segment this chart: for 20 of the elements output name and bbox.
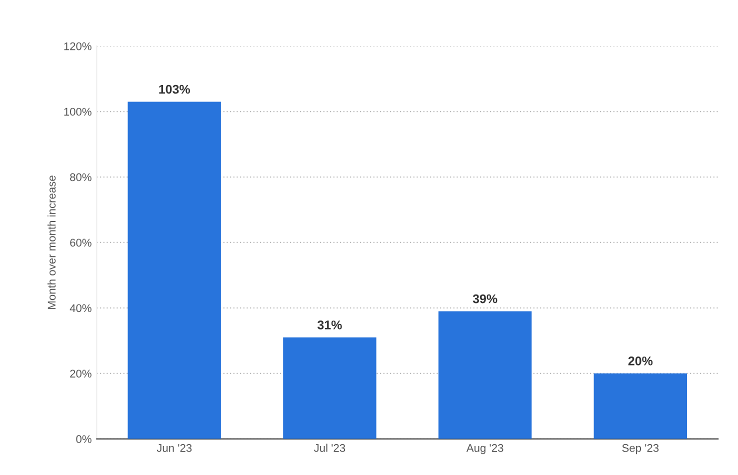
- x-tick-label: Jun '23: [156, 444, 192, 452]
- bar: [594, 373, 688, 439]
- y-tick-label: 20%: [70, 370, 92, 378]
- y-axis-title: Month over month increase: [47, 176, 56, 309]
- y-tick-label: 120%: [64, 42, 92, 50]
- y-tick-label: 100%: [64, 108, 92, 116]
- bar: [283, 337, 376, 439]
- y-tick-label: 60%: [70, 238, 92, 247]
- x-tick-label: Sep '23: [622, 444, 659, 454]
- data-label: 31%: [317, 320, 342, 330]
- data-label: 103%: [159, 84, 190, 94]
- bar: [128, 102, 221, 439]
- data-label: 39%: [472, 294, 498, 304]
- bar: [438, 311, 532, 439]
- y-tick-label: 0%: [76, 435, 92, 444]
- data-label: 20%: [628, 356, 653, 366]
- y-tick-label: 80%: [70, 173, 92, 182]
- y-tick-label: 40%: [70, 304, 92, 312]
- x-tick-label: Jul '23: [314, 444, 346, 452]
- x-tick-label: Aug '23: [466, 444, 504, 454]
